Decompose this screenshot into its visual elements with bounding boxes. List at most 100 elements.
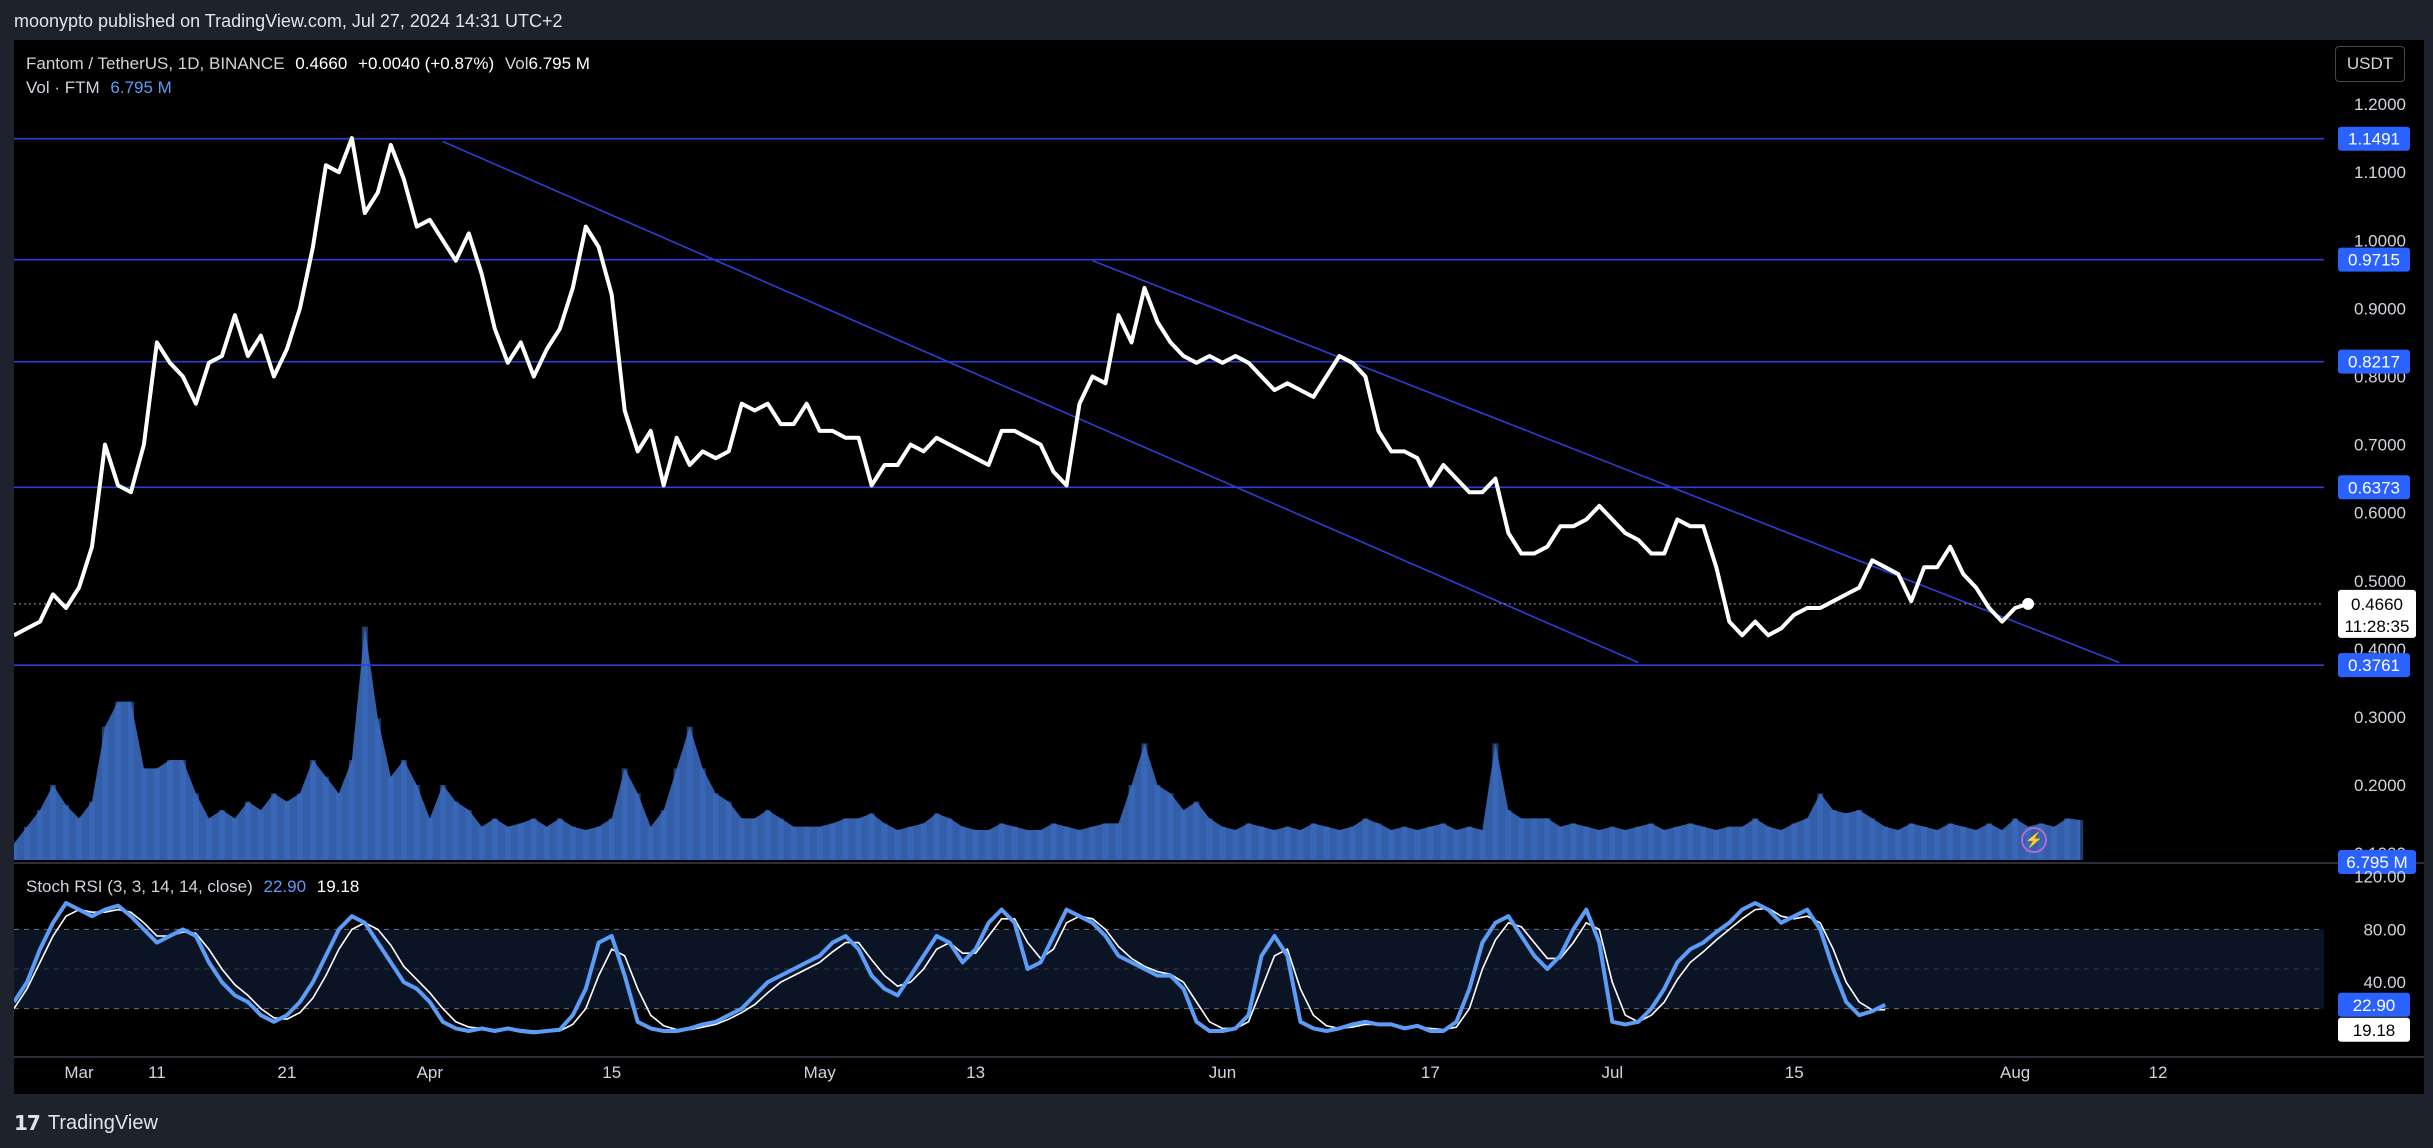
volume-bar [1986, 823, 1993, 860]
volume-bar [1284, 826, 1291, 860]
volume-bar [75, 818, 82, 860]
volume-bar [1947, 823, 1954, 860]
stoch-label: Stoch RSI (3, 3, 14, 14, close) [26, 877, 253, 896]
volume-bar [673, 768, 680, 860]
volume-bar [439, 785, 446, 860]
volume-bar [1466, 826, 1473, 860]
volume-bar [1141, 743, 1148, 860]
stoch-k-value: 22.90 [263, 877, 307, 896]
volume-bar [1440, 823, 1447, 860]
volume-bar [257, 810, 264, 860]
volume-bar [1414, 830, 1421, 860]
y-axis-tick: 0.2000 [2354, 776, 2406, 795]
price-change: +0.0040 (+0.87%) [358, 54, 495, 73]
volume-bar [1115, 823, 1122, 860]
volume-bar [985, 830, 992, 860]
x-axis-tick: 15 [602, 1063, 621, 1082]
volume-bar [1180, 810, 1187, 860]
volume-bar [283, 801, 290, 860]
x-axis-tick: Jun [1209, 1063, 1236, 1082]
volume-bar [1934, 830, 1941, 860]
volume-bar [1687, 823, 1694, 860]
volume-bar [660, 810, 667, 860]
volume-bar [556, 818, 563, 860]
level-label: 0.6373 [2348, 478, 2400, 497]
volume-bar [1427, 826, 1434, 860]
volume-bar [1479, 830, 1486, 860]
volume-bar [465, 810, 472, 860]
volume-bar [608, 818, 615, 860]
volume-bar [972, 830, 979, 860]
price-chart[interactable]: 1.20001.10001.00000.90000.80000.70000.60… [14, 40, 2424, 1094]
volume-bar [322, 776, 329, 860]
volume-bar [1076, 830, 1083, 860]
vol-label: Vol [504, 54, 529, 73]
volume-bar [1973, 830, 1980, 860]
level-label-bg [2338, 475, 2410, 500]
level-label-bg [2338, 653, 2410, 678]
volume-bar [153, 768, 160, 860]
volume-bar [907, 826, 914, 860]
volume-bar [1375, 823, 1382, 860]
chart-frame[interactable]: 1.2000 1.1000 1.0000 0.9000 0.8000 0.7000 0.60… [14, 40, 2424, 1094]
level-label: 0.3761 [2348, 656, 2400, 675]
volume-bar [1999, 830, 2006, 860]
volume-bar [140, 768, 147, 860]
trend-line [442, 140, 1639, 664]
volume-bar [595, 826, 602, 860]
volume-bar [1050, 823, 1057, 860]
stoch-d-value: 19.18 [316, 877, 360, 896]
volume-bar [1765, 826, 1772, 860]
currency-button[interactable]: USDT [2335, 46, 2405, 82]
volume-bar [1232, 830, 1239, 860]
volume-bar [1661, 830, 1668, 860]
level-label: 0.9715 [2348, 251, 2400, 270]
volume-bar [894, 830, 901, 860]
y-axis-tick: 1.2000 [2354, 95, 2406, 114]
volume-bar [309, 760, 316, 860]
lightning-icon[interactable]: ⚡ [2021, 827, 2047, 853]
volume-bar [1752, 818, 1759, 860]
stoch-k-label-bg [2338, 992, 2410, 1017]
volume-bar [725, 801, 732, 860]
volume-bar [712, 793, 719, 860]
x-axis-tick: May [804, 1063, 837, 1082]
volume-bar [2064, 818, 2071, 860]
y-axis-tick: 0.9000 [2354, 299, 2406, 318]
volume-bar [1882, 826, 1889, 860]
stoch-axis-tick: 40.00 [2363, 973, 2406, 992]
volume-bar [1804, 818, 1811, 860]
y-axis-tick: 0.7000 [2354, 436, 2406, 455]
volume-label: Vol · FTM [26, 78, 100, 97]
volume-bar [1674, 826, 1681, 860]
x-axis-tick: Aug [2000, 1063, 2030, 1082]
volume-bar [1245, 823, 1252, 860]
volume-bar [205, 818, 212, 860]
volume-bar [101, 726, 108, 860]
price-line [14, 136, 2029, 638]
volume-bar [959, 826, 966, 860]
volume-bar [166, 760, 173, 860]
volume-bar [530, 818, 537, 860]
volume-bar [1011, 826, 1018, 860]
volume-bar [1557, 826, 1564, 860]
stoch-k-label: 22.90 [2353, 996, 2396, 1015]
volume-bar [647, 826, 654, 860]
volume-bar [1583, 826, 1590, 860]
symbol-legend: Fantom / TetherUS, 1D, BINANCE 0.4660 +0… [26, 54, 596, 74]
volume-bar [699, 768, 706, 860]
y-axis-tick: 0.6000 [2354, 504, 2406, 523]
volume-bar [1492, 743, 1499, 860]
volume-bar [1609, 826, 1616, 860]
volume-bar [1739, 826, 1746, 860]
volume-bar [1089, 826, 1096, 860]
volume-bar [881, 823, 888, 860]
volume-bar [816, 826, 823, 860]
volume-bar [1726, 826, 1733, 860]
volume-bar [192, 793, 199, 860]
volume-bar [2077, 820, 2084, 860]
stoch-d-label: 19.18 [2353, 1021, 2396, 1040]
level-label-bg [2338, 247, 2410, 272]
volume-bar [998, 823, 1005, 860]
volume-last-label: 6.795 M [2346, 853, 2407, 872]
